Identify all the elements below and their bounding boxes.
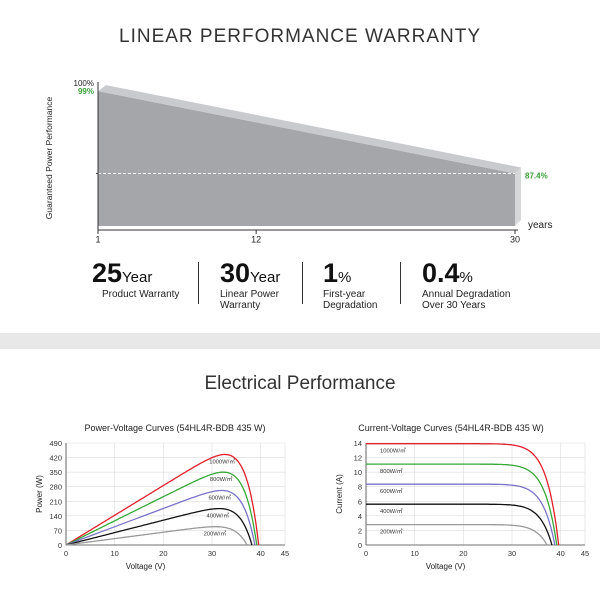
series-line-4 — [366, 523, 548, 546]
x-tick-label: 20 — [459, 549, 467, 558]
stat-label: First-year Degradation — [323, 289, 378, 311]
stat-divider — [302, 262, 303, 304]
series-line-1 — [366, 463, 558, 546]
x-axis-label: years — [528, 220, 552, 231]
y-tick-label: 2 — [358, 526, 362, 535]
y-tick-label: 490 — [49, 439, 62, 448]
end-value-label: 87.4% — [525, 171, 548, 180]
y-tick-label: 14 — [354, 439, 362, 448]
series-line-1 — [65, 471, 258, 546]
warranty-area — [98, 91, 515, 226]
section-divider-band — [0, 333, 600, 349]
start-value-label: 99% — [78, 87, 94, 96]
x-axis-label: Voltage (V) — [426, 562, 466, 571]
x-tick-label: 30 — [508, 549, 516, 558]
y-tick-label: 10 — [354, 468, 362, 477]
series-label-4: 200W/㎡ — [380, 528, 403, 536]
stat-product-warranty: 25Year Product Warranty — [92, 258, 179, 300]
x-axis-label: Voltage (V) — [126, 562, 166, 571]
x-tick-label: 40 — [556, 549, 564, 558]
stat-label: Product Warranty — [102, 289, 180, 300]
y-tick-label: 420 — [49, 454, 62, 463]
series-label-0: 1000W/㎡ — [380, 447, 406, 455]
series-line-0 — [366, 443, 560, 546]
iv-chart-title: Current-Voltage Curves (54HL4R-BDB 435 W… — [358, 423, 544, 433]
y-tick-label: 0 — [58, 541, 62, 550]
stat-value: 30 — [220, 258, 251, 288]
x-tick-label: 12 — [251, 234, 261, 244]
series-line-4 — [65, 526, 248, 546]
stat-value: 25 — [92, 258, 123, 288]
series-line-3 — [65, 507, 253, 546]
stat-label: Linear Power Warranty — [220, 289, 279, 311]
stat-first-year: 1% First-year Degradation — [323, 258, 383, 311]
x-tick-label: 20 — [159, 549, 167, 558]
stat-unit: Year — [250, 269, 281, 286]
x-tick-label: 0 — [364, 549, 368, 558]
x-tick-label: 40 — [256, 549, 264, 558]
warranty-area-top — [98, 85, 521, 174]
stat-value: 0.4 — [422, 258, 460, 288]
stat-annual: 0.4% Annual Degradation Over 30 Years — [422, 258, 517, 311]
x-tick-label: 45 — [581, 549, 589, 558]
warranty-chart: 1 12 30 years 100%99% 87.4% Guaranteed Power P… — [44, 79, 552, 244]
warranty-area-side — [515, 167, 521, 226]
stat-label: Annual Degradation Over 30 Years — [422, 289, 511, 311]
series-label-0: 1000W/㎡ — [209, 457, 235, 465]
warranty-title: LINEAR PERFORMANCE WARRANTY — [119, 26, 481, 47]
series-line-3 — [366, 503, 553, 546]
stat-unit: % — [338, 269, 352, 286]
series-label-4: 200W/㎡ — [204, 530, 227, 538]
y-tick-label: 210 — [49, 497, 62, 506]
series-line-0 — [65, 453, 260, 546]
x-tick-label: 10 — [410, 549, 418, 558]
stat-divider — [198, 262, 199, 304]
series-line-2 — [366, 483, 556, 546]
series-line-2 — [65, 489, 256, 546]
y-tick-label: 70 — [54, 526, 62, 535]
y-top-label: 100% — [74, 79, 94, 88]
stat-unit: Year — [122, 269, 153, 286]
series-label-3: 400W/㎡ — [207, 512, 230, 520]
pv-chart-title: Power-Voltage Curves (54HL4R-BDB 435 W) — [84, 423, 266, 433]
x-tick-label: 30 — [510, 234, 520, 244]
pv-chart: 0 70 140 210 280 350 420 490 0 10 20 30 40 45 Voltage … — [35, 439, 289, 571]
series-label-2: 600W/㎡ — [380, 487, 403, 495]
series-label-1: 800W/㎡ — [210, 475, 233, 483]
iv-chart: 0 2 4 6 8 10 12 14 0 10 20 30 40 45 Voltage (V) Current… — [335, 439, 589, 571]
stat-unit: % — [459, 269, 473, 286]
x-tick-label: 1 — [95, 234, 100, 244]
electrical-title: Electrical Performance — [204, 373, 396, 394]
y-tick-label: 140 — [49, 512, 62, 521]
y-tick-label: 6 — [358, 497, 362, 506]
x-tick-label: 30 — [208, 549, 216, 558]
series-label-3: 400W/㎡ — [380, 507, 403, 515]
y-tick-label: 4 — [358, 512, 362, 521]
y-axis-label: Guaranteed Power Performance — [44, 97, 54, 220]
stat-value: 1 — [323, 258, 339, 288]
y-tick-label: 0 — [358, 541, 362, 550]
y-tick-label: 12 — [354, 454, 362, 463]
series-label-2: 600W/㎡ — [208, 493, 231, 501]
x-tick-label: 10 — [110, 549, 118, 558]
x-tick-label: 0 — [64, 549, 68, 558]
y-tick-label: 8 — [358, 483, 362, 492]
x-tick-label: 45 — [281, 549, 289, 558]
series-label-1: 800W/㎡ — [380, 467, 403, 475]
y-tick-label: 280 — [49, 483, 62, 492]
y-axis-label: Power (W) — [35, 475, 44, 513]
y-tick-label: 350 — [49, 468, 62, 477]
y-axis-label: Current (A) — [335, 474, 344, 514]
stat-divider — [400, 262, 401, 304]
stat-linear-warranty: 30Year Linear Power Warranty — [220, 258, 290, 311]
